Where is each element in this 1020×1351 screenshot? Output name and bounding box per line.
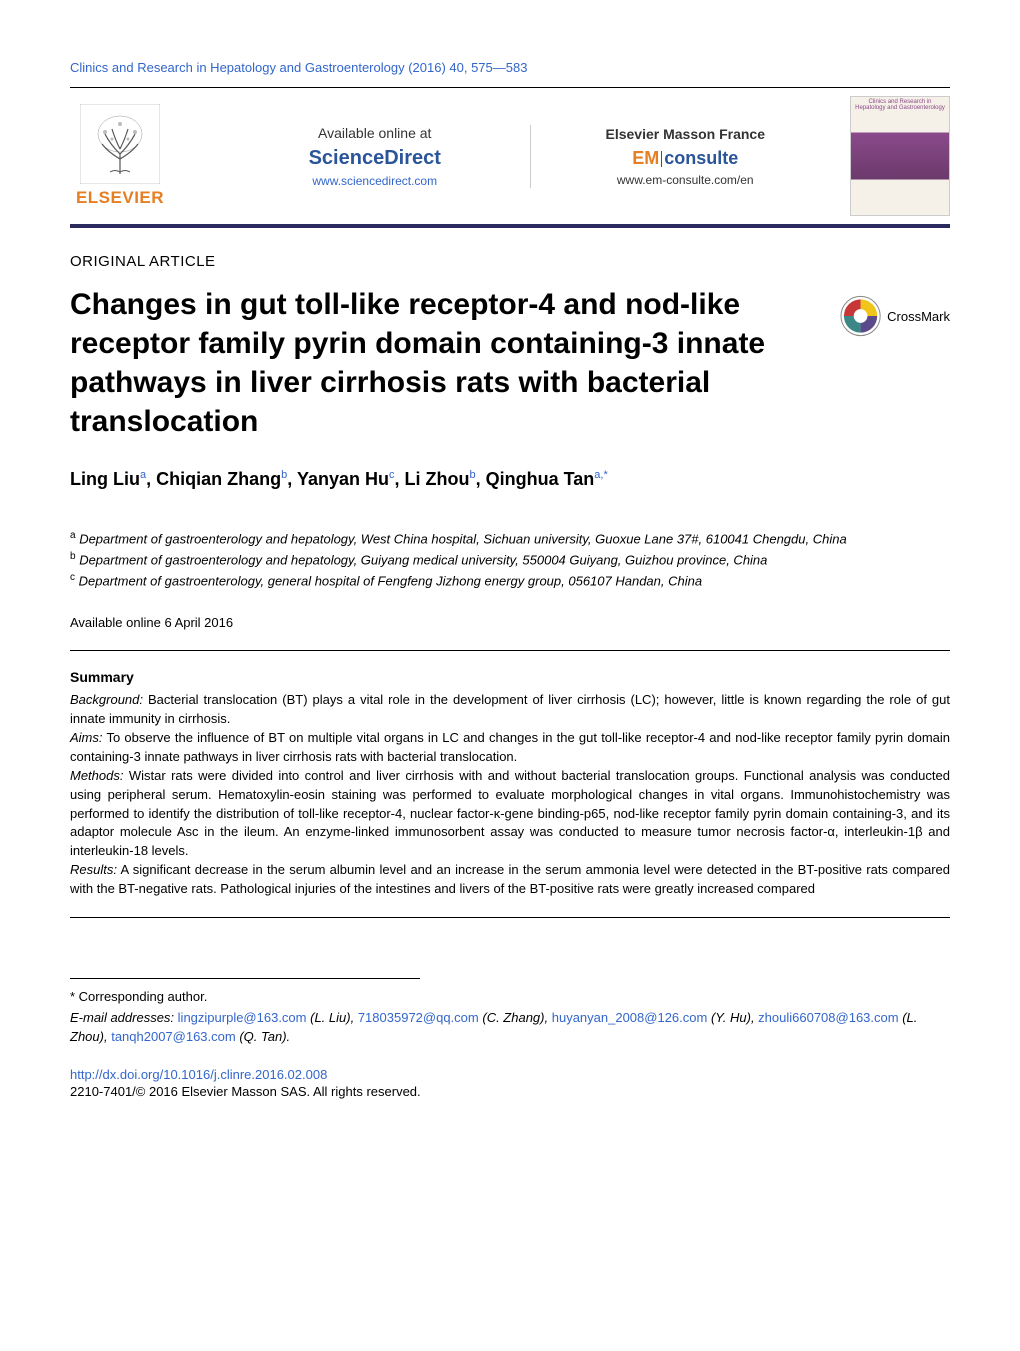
affiliation-text: Department of gastroenterology and hepat… — [79, 531, 847, 546]
author-affiliation-sup: b — [281, 469, 287, 481]
masson-title: Elsevier Masson France — [551, 126, 821, 142]
email-link[interactable]: huyanyan_2008@126.com — [552, 1010, 708, 1025]
consulte-text: consulte — [664, 148, 738, 168]
affiliation-sup: a — [70, 530, 76, 541]
header-bar: ELSEVIER Available online at ScienceDire… — [70, 87, 950, 228]
affiliation-item: a Department of gastroenterology and hep… — [70, 528, 950, 549]
sciencedirect-section: Available online at ScienceDirect www.sc… — [220, 125, 531, 188]
journal-cover-thumbnail: Clinics and Research in Hepatology and G… — [850, 96, 950, 216]
elsevier-text: ELSEVIER — [76, 188, 164, 208]
affiliation-item: b Department of gastroenterology and hep… — [70, 549, 950, 570]
methods-text: Wistar rats were divided into control an… — [70, 768, 950, 858]
affiliation-text: Department of gastroenterology and hepat… — [79, 552, 767, 567]
abstract-text: Background: Bacterial translocation (BT)… — [70, 691, 950, 898]
available-online-text: Available online at — [240, 125, 510, 141]
author-name: Ling Liu — [70, 469, 140, 489]
email-link[interactable]: lingzipurple@163.com — [178, 1010, 307, 1025]
sciencedirect-url[interactable]: www.sciencedirect.com — [240, 174, 510, 188]
crossmark-icon — [840, 295, 881, 337]
doi-link[interactable]: http://dx.doi.org/10.1016/j.clinre.2016.… — [70, 1067, 950, 1082]
authors-list: Ling Liua, Chiqian Zhangb, Yanyan Huc, L… — [70, 466, 950, 493]
elsevier-tree-icon — [80, 104, 160, 184]
background-text: Bacterial translocation (BT) plays a vit… — [70, 692, 950, 726]
journal-citation: Clinics and Research in Hepatology and G… — [70, 60, 950, 75]
affiliation-item: c Department of gastroenterology, genera… — [70, 570, 950, 591]
affiliations: a Department of gastroenterology and hep… — [70, 528, 950, 590]
emails: E-mail addresses: lingzipurple@163.com (… — [70, 1008, 950, 1047]
consulte-url[interactable]: www.em-consulte.com/en — [551, 173, 821, 187]
em-text: EM — [632, 148, 659, 168]
summary-heading: Summary — [70, 669, 950, 685]
author-affiliation-sup: c — [389, 469, 395, 481]
email-link[interactable]: tanqh2007@163.com — [111, 1029, 236, 1044]
background-label: Background: — [70, 692, 143, 707]
results-text: A significant decrease in the serum albu… — [70, 862, 950, 896]
article-title: Changes in gut toll-like receptor-4 and … — [70, 285, 810, 441]
footer-separator — [70, 978, 420, 979]
author-affiliation-sup: a,* — [594, 469, 607, 481]
results-label: Results: — [70, 862, 117, 877]
author-name: Chiqian Zhang — [156, 469, 281, 489]
crossmark-badge[interactable]: CrossMark — [840, 295, 950, 337]
methods-label: Methods: — [70, 768, 123, 783]
online-date: Available online 6 April 2016 — [70, 615, 950, 630]
copyright: 2210-7401/© 2016 Elsevier Masson SAS. Al… — [70, 1084, 950, 1099]
em-consulte-logo[interactable]: EMconsulte — [551, 148, 821, 169]
email-link[interactable]: 718035972@qq.com — [358, 1010, 479, 1025]
author-affiliation-sup: a — [140, 469, 146, 481]
crossmark-label: CrossMark — [887, 309, 950, 324]
aims-text: To observe the influence of BT on multip… — [70, 730, 950, 764]
email-link[interactable]: zhouli660708@163.com — [758, 1010, 898, 1025]
author-name: Li Zhou — [404, 469, 469, 489]
article-type: ORIGINAL ARTICLE — [70, 253, 950, 270]
corresponding-author: * Corresponding author. — [70, 989, 950, 1004]
email-author: (C. Zhang) — [482, 1010, 544, 1025]
emails-label: E-mail addresses: — [70, 1010, 174, 1025]
sciencedirect-logo[interactable]: ScienceDirect — [240, 147, 510, 170]
masson-section: Elsevier Masson France EMconsulte www.em… — [531, 126, 841, 187]
author-name: Qinghua Tan — [486, 469, 595, 489]
email-author: (Q. Tan) — [239, 1029, 286, 1044]
elsevier-logo: ELSEVIER — [70, 101, 200, 211]
author-name: Yanyan Hu — [297, 469, 389, 489]
email-author: (Y. Hu) — [711, 1010, 751, 1025]
cover-title: Clinics and Research in Hepatology and G… — [851, 97, 949, 113]
aims-label: Aims: — [70, 730, 103, 745]
email-author: (L. Liu) — [310, 1010, 350, 1025]
affiliation-sup: b — [70, 551, 76, 562]
abstract-box: Summary Background: Bacterial translocat… — [70, 650, 950, 917]
affiliation-sup: c — [70, 572, 75, 583]
author-affiliation-sup: b — [469, 469, 475, 481]
affiliation-text: Department of gastroenterology, general … — [79, 573, 702, 588]
